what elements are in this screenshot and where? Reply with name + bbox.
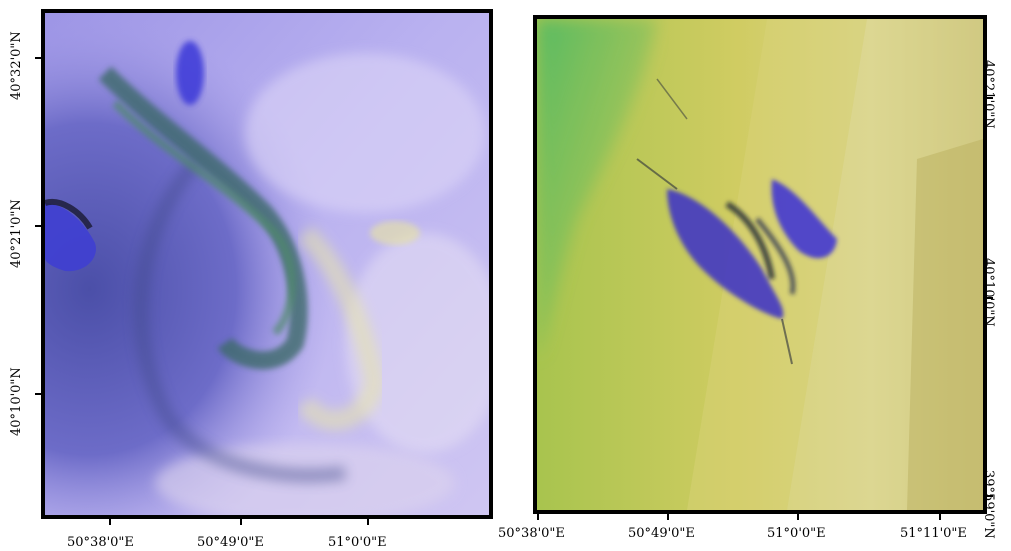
right-satellite-map: [533, 15, 987, 514]
left-y-label-3: 40°10'0"N: [9, 367, 24, 436]
right-x-label-3: 51°0'0"E: [767, 526, 826, 541]
left-x-label-1: 50°38'0"E: [67, 535, 134, 550]
left-x-tick-2: [240, 519, 242, 525]
left-satellite-image: [45, 13, 489, 515]
right-y-tick-1: [987, 97, 993, 99]
left-y-tick-3: [35, 393, 41, 395]
left-y-tick-1: [35, 57, 41, 59]
right-x-label-4: 51°11'0"E: [900, 526, 967, 541]
right-y-label-3: 39°59'0"N: [981, 470, 996, 539]
left-x-tick-1: [109, 519, 111, 525]
right-x-label-1: 50°38'0"E: [498, 526, 565, 541]
left-x-label-2: 50°49'0"E: [197, 535, 264, 550]
right-y-label-1: 40°21'0"N: [981, 60, 996, 129]
left-y-tick-2: [35, 225, 41, 227]
left-satellite-map: [41, 9, 493, 519]
right-y-label-2: 40°10'0"N: [981, 258, 996, 327]
right-x-tick-4: [939, 514, 941, 520]
right-x-label-2: 50°49'0"E: [628, 526, 695, 541]
left-x-tick-3: [367, 519, 369, 525]
right-x-tick-1: [537, 514, 539, 520]
left-y-label-2: 40°21'0"N: [9, 199, 24, 268]
right-x-tick-3: [797, 514, 799, 520]
oil-slick: [667, 179, 837, 319]
left-y-label-1: 40°32'0"N: [9, 31, 24, 100]
right-x-tick-2: [667, 514, 669, 520]
left-x-label-3: 51°0'0"E: [328, 535, 387, 550]
right-satellite-image: [537, 19, 983, 510]
right-y-tick-2: [987, 297, 993, 299]
right-y-tick-3: [987, 495, 993, 497]
